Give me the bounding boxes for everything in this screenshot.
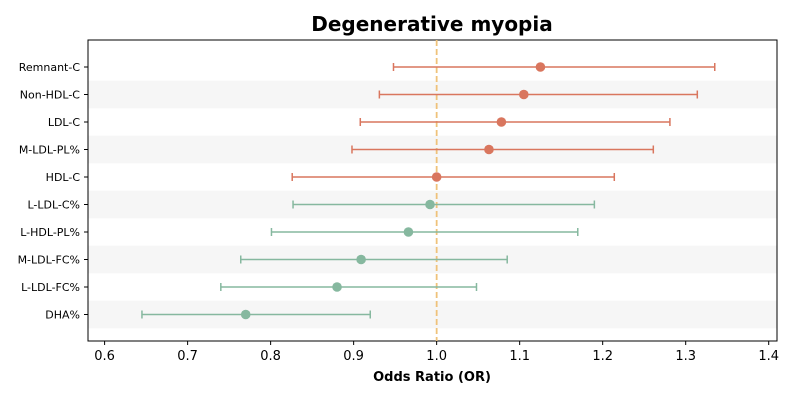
forest-row <box>378 89 699 100</box>
x-tick-label: 0.6 <box>94 349 115 364</box>
y-tick-label: M-LDL-FC% <box>18 254 80 267</box>
odds-ratio-point <box>496 117 507 127</box>
odds-ratio-point <box>356 254 366 265</box>
odds-ratio-point <box>425 199 435 210</box>
chart-title: Degenerative myopia <box>311 12 552 36</box>
forest-row <box>359 117 671 127</box>
y-tick-label: DHA% <box>45 309 80 322</box>
forest-row <box>270 227 579 237</box>
forest-row <box>392 62 716 72</box>
x-tick-label: 0.7 <box>177 349 198 364</box>
forest-row <box>291 172 616 182</box>
x-axis-label: Odds Ratio (OR) <box>373 370 491 385</box>
odds-ratio-point <box>403 227 414 237</box>
odds-ratio-point <box>431 172 442 182</box>
plot-frame <box>87 39 778 342</box>
y-axis: Remnant-C Non-HDL-C LDL-C M-LDL-PL% HDL-C L-L… <box>18 61 88 322</box>
y-tick-label: Remnant-C <box>19 61 81 74</box>
x-axis: 0.6 0.7 0.8 0.9 1.0 1.1 1.2 1.3 1.4 <box>94 341 779 364</box>
forest-row <box>292 199 596 210</box>
x-tick-label: 1.2 <box>592 349 613 364</box>
forest-row <box>141 309 371 320</box>
forest-rows <box>141 62 716 320</box>
x-tick-label: 1.1 <box>509 349 530 364</box>
forest-row <box>220 282 478 292</box>
x-tick-label: 0.9 <box>343 349 364 364</box>
y-tick-label: L-LDL-C% <box>27 199 80 212</box>
y-tick-label: HDL-C <box>46 171 81 184</box>
odds-ratio-point <box>484 144 494 155</box>
forest-row <box>351 144 655 155</box>
x-tick-label: 1.4 <box>758 349 779 364</box>
odds-ratio-point <box>332 282 342 292</box>
odds-ratio-point <box>240 309 251 320</box>
x-tick-label: 0.8 <box>260 349 281 364</box>
y-tick-label: Non-HDL-C <box>20 89 81 102</box>
x-tick-label: 1.3 <box>675 349 696 364</box>
forest-row <box>239 254 508 265</box>
y-tick-label: L-LDL-FC% <box>21 281 80 294</box>
x-tick-label: 1.0 <box>426 349 447 364</box>
y-tick-label: L-HDL-PL% <box>20 226 80 239</box>
y-tick-label: M-LDL-PL% <box>19 144 80 157</box>
y-tick-label: LDL-C <box>48 116 81 129</box>
odds-ratio-point <box>535 62 546 72</box>
odds-ratio-point <box>519 89 529 100</box>
